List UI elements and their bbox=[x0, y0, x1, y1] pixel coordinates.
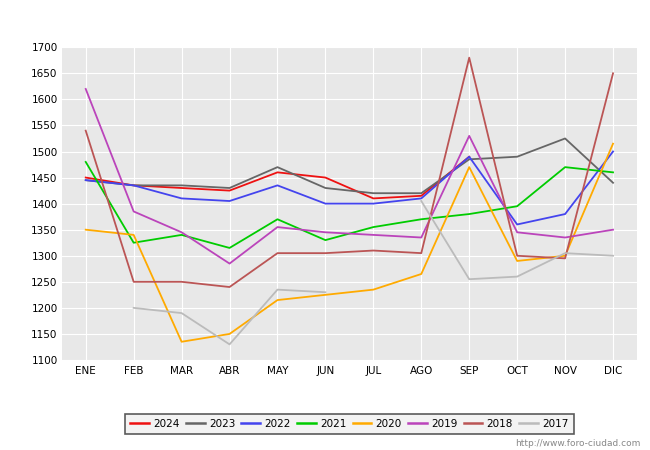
Text: http://www.foro-ciudad.com: http://www.foro-ciudad.com bbox=[515, 439, 640, 448]
Legend: 2024, 2023, 2022, 2021, 2020, 2019, 2018, 2017: 2024, 2023, 2022, 2021, 2020, 2019, 2018… bbox=[125, 414, 573, 434]
Text: Afiliados en Moral de Calatrava a 30/9/2024: Afiliados en Moral de Calatrava a 30/9/2… bbox=[127, 13, 523, 28]
